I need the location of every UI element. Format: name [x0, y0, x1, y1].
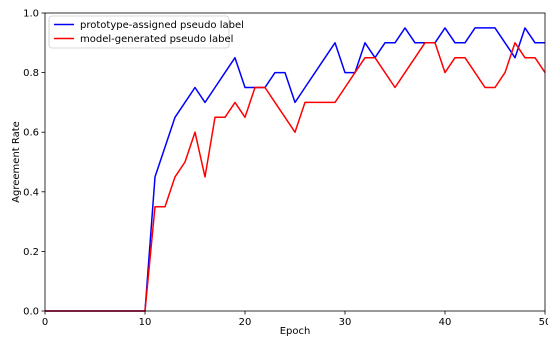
x-tick-label: 50 — [539, 317, 548, 328]
x-axis-label: Epoch — [280, 326, 311, 337]
y-tick-label: 0.4 — [23, 187, 39, 198]
y-tick-label: 1.0 — [23, 9, 39, 20]
y-tick-label: 0.6 — [23, 128, 39, 139]
y-tick-label: 0.2 — [23, 247, 39, 258]
legend-entry-model: model-generated pseudo label — [80, 34, 233, 45]
x-tick-label: 30 — [339, 317, 352, 328]
plot-lines — [45, 27, 546, 312]
x-tick-label: 10 — [139, 317, 152, 328]
series-line-0 — [45, 27, 545, 312]
x-tick-label: 40 — [439, 317, 452, 328]
plot-frame — [44, 12, 546, 312]
legend-box — [48, 15, 230, 49]
series-line-1 — [45, 42, 546, 312]
y-axis: 0.0 0.2 0.4 0.6 0.8 1.0 — [23, 9, 45, 318]
legend-entry-prototype: prototype-assigned pseudo label — [80, 20, 244, 31]
legend: prototype-assigned pseudo label model-ge… — [48, 15, 244, 49]
x-tick-label: 20 — [239, 317, 252, 328]
y-tick-label: 0.8 — [23, 68, 39, 79]
x-axis: 0 10 20 30 40 50 — [42, 311, 548, 328]
y-axis-label: Agreement Rate — [11, 121, 22, 203]
x-tick-label: 0 — [42, 317, 48, 328]
y-tick-label: 0.0 — [23, 307, 39, 318]
